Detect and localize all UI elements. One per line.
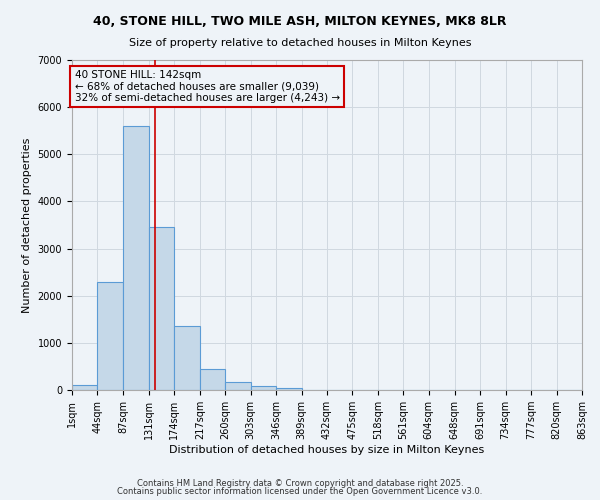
Bar (276, 388, 302, 390)
Text: 40 STONE HILL: 142sqm
← 68% of detached houses are smaller (9,039)
32% of semi-d: 40 STONE HILL: 142sqm ← 68% of detached … (74, 70, 340, 103)
Text: Size of property relative to detached houses in Milton Keynes: Size of property relative to detached ho… (129, 38, 471, 48)
Bar (149, 228, 175, 390)
Bar (200, 369, 225, 390)
Bar (97, 282, 123, 390)
Bar (72, 386, 97, 390)
Bar (123, 126, 149, 390)
Bar (251, 386, 276, 390)
Text: Contains public sector information licensed under the Open Government Licence v3: Contains public sector information licen… (118, 487, 482, 496)
Bar (225, 382, 251, 390)
Bar (175, 326, 200, 390)
Y-axis label: Number of detached properties: Number of detached properties (22, 138, 32, 312)
Text: 40, STONE HILL, TWO MILE ASH, MILTON KEYNES, MK8 8LR: 40, STONE HILL, TWO MILE ASH, MILTON KEY… (93, 15, 507, 28)
Text: Contains HM Land Registry data © Crown copyright and database right 2025.: Contains HM Land Registry data © Crown c… (137, 478, 463, 488)
X-axis label: Distribution of detached houses by size in Milton Keynes: Distribution of detached houses by size … (169, 445, 485, 455)
